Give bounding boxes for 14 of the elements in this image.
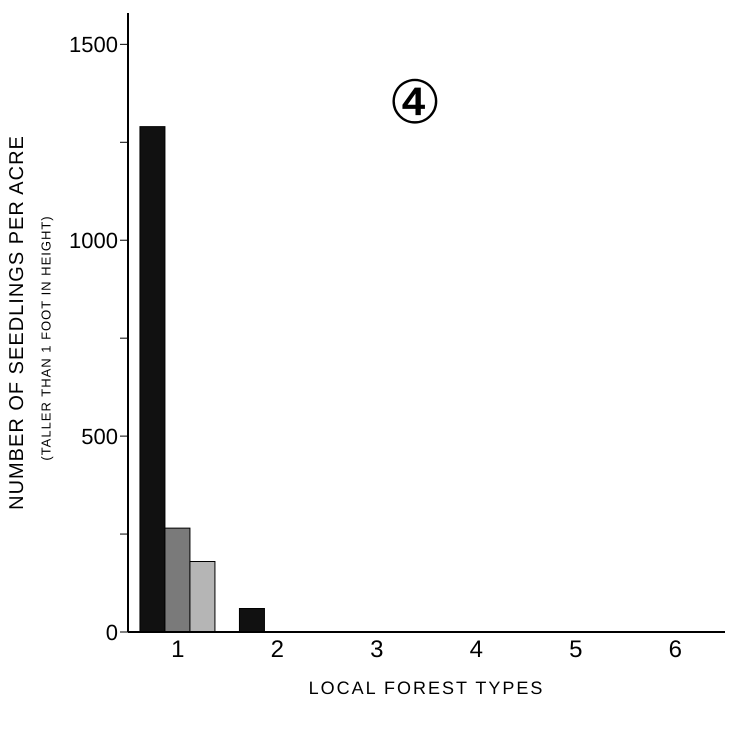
x-tick-label: 3 xyxy=(370,636,384,664)
y-tick-label: 1500 xyxy=(69,32,118,58)
x-tick-label: 6 xyxy=(668,636,682,664)
x-axis-title: LOCAL FOREST TYPES xyxy=(308,678,544,698)
x-tick-label: 1 xyxy=(171,636,184,664)
y-tick-label: 500 xyxy=(81,424,118,449)
x-tick-label: 5 xyxy=(569,636,582,664)
y-axis-title: NUMBER OF SEEDLINGS PER ACRE xyxy=(6,135,28,510)
x-tick-label: 2 xyxy=(270,636,284,664)
text: ④ xyxy=(388,68,442,138)
y-tick-label: 1000 xyxy=(69,228,118,254)
text: (TALLER THAN 1 FOOT IN HEIGHT) xyxy=(38,215,54,461)
x-tick-label: 4 xyxy=(470,636,483,664)
y-tick-label: 0 xyxy=(106,620,118,645)
